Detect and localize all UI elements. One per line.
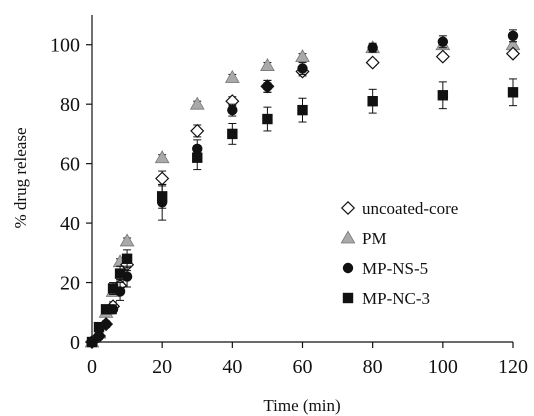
y-tick-label: 80 <box>60 94 80 116</box>
legend-marker <box>342 292 354 304</box>
data-point <box>107 283 119 294</box>
legend: uncoated-core PM MP-NS-5 MP-NC-3 <box>340 199 458 308</box>
data-point <box>367 42 378 53</box>
data-point <box>262 113 273 125</box>
x-tick-label: 40 <box>222 356 242 378</box>
data-point <box>93 321 105 333</box>
data-point <box>437 36 449 47</box>
legend-label: MP-NC-3 <box>362 289 430 308</box>
series-pm <box>84 37 521 348</box>
data-point <box>507 87 519 98</box>
data-point <box>505 46 521 61</box>
data-point <box>119 233 135 247</box>
data-point <box>227 128 238 140</box>
legend-marker <box>340 200 356 216</box>
y-tick-label: 60 <box>60 154 80 176</box>
x-ticks <box>91 342 514 348</box>
data-point <box>295 49 310 63</box>
data-point <box>156 191 168 202</box>
data-point <box>86 336 98 348</box>
data-point <box>297 63 308 74</box>
series-uncoated-core <box>84 46 521 350</box>
x-tick-label: 0 <box>87 356 97 378</box>
data-point <box>297 104 308 116</box>
legend-label: uncoated-core <box>362 199 458 218</box>
data-point <box>435 49 450 64</box>
legend-label: PM <box>362 229 387 248</box>
data-point <box>260 58 275 71</box>
data-point <box>114 268 126 279</box>
data-point <box>189 96 205 110</box>
data-point <box>100 304 112 315</box>
data-point <box>437 90 449 101</box>
data-point <box>507 30 519 42</box>
y-axis-title: % drug release <box>11 127 30 228</box>
legend-marker <box>342 262 354 274</box>
data-point <box>227 104 238 116</box>
y-ticks <box>86 44 92 343</box>
data-point <box>365 55 380 70</box>
x-tick-label: 20 <box>152 356 172 378</box>
data-point <box>155 171 170 186</box>
data-point <box>224 69 240 83</box>
y-tick-labels: 0 20 40 60 80 100 <box>50 35 80 354</box>
y-tick-label: 0 <box>70 332 80 354</box>
legend-marker <box>340 230 356 244</box>
data-point <box>367 96 378 107</box>
x-tick-labels: 0 20 40 60 80 100 120 <box>87 356 528 378</box>
y-tick-label: 100 <box>50 35 80 57</box>
data-point <box>262 81 273 92</box>
legend-label: MP-NS-5 <box>362 259 428 278</box>
plot-area <box>84 29 521 350</box>
data-point <box>190 123 205 138</box>
y-tick-label: 20 <box>60 273 80 295</box>
data-point <box>192 152 203 163</box>
x-tick-label: 120 <box>498 356 528 378</box>
x-tick-label: 60 <box>293 356 313 378</box>
x-axis-title: Time (min) <box>263 396 340 415</box>
data-point <box>121 253 133 264</box>
data-point <box>154 150 170 164</box>
x-tick-label: 100 <box>428 356 458 378</box>
y-tick-label: 40 <box>60 213 80 235</box>
series-mp-nc-3 <box>86 78 519 348</box>
x-tick-label: 80 <box>363 356 383 378</box>
